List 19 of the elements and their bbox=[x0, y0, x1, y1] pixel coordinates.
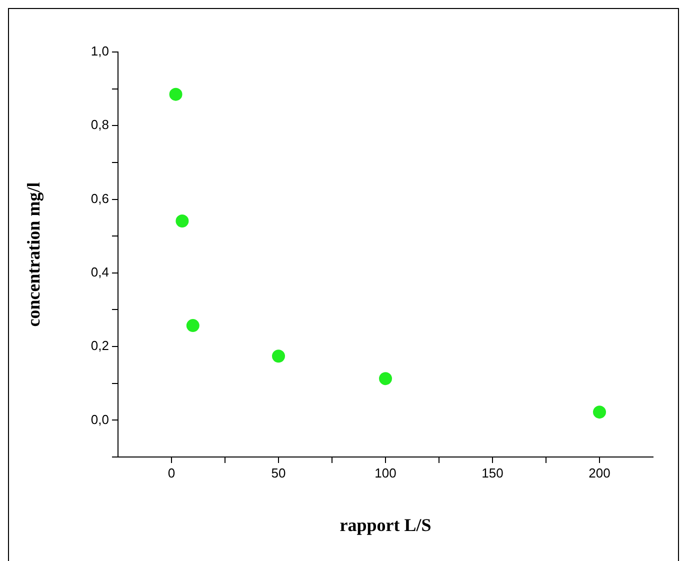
point bbox=[379, 372, 392, 386]
y-tick-label: 0,0 bbox=[90, 412, 109, 427]
point bbox=[272, 350, 285, 363]
x-tick-label: 200 bbox=[588, 465, 610, 480]
y-tick-label: 0,8 bbox=[90, 117, 109, 132]
y-axis-title: concentration mg/l bbox=[23, 182, 44, 327]
x-tick-label: 50 bbox=[271, 465, 286, 480]
y-tick-label: 0,6 bbox=[90, 190, 109, 206]
point bbox=[169, 88, 182, 101]
point bbox=[593, 406, 606, 419]
point bbox=[176, 214, 189, 228]
y-tick-label: 1,0 bbox=[90, 44, 109, 59]
x-tick-label: 150 bbox=[482, 465, 504, 480]
x-axis-title: rapport L/S bbox=[340, 514, 432, 535]
y-tick-label: 0,2 bbox=[90, 338, 109, 354]
y-tick-label: 0,4 bbox=[90, 264, 109, 280]
x-tick-label: 100 bbox=[374, 465, 396, 480]
point bbox=[186, 319, 200, 332]
x-tick-label: 0 bbox=[168, 465, 176, 480]
